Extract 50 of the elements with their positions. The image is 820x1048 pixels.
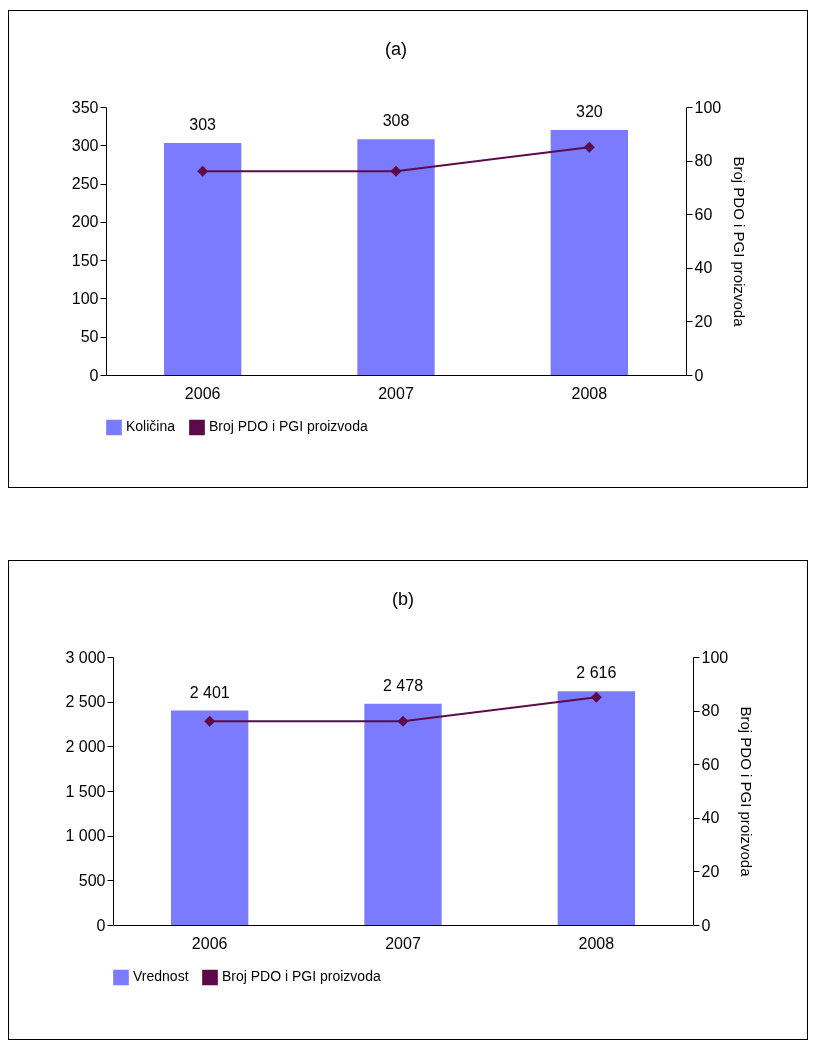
y2-tick-label: 20 — [701, 862, 719, 880]
legend-label: Broj PDO i PGI proizvoda — [208, 418, 368, 435]
chart-title: (b) — [391, 589, 414, 609]
x-tick-label: 2006 — [191, 934, 228, 952]
y2-tick-label: 40 — [694, 259, 712, 277]
x-tick-label: 2008 — [578, 934, 614, 952]
y-tick-label: 3 000 — [64, 648, 106, 666]
bar — [363, 703, 442, 925]
y-tick-label: 1 500 — [64, 782, 106, 800]
y2-tick-label: 60 — [694, 205, 712, 223]
y-tick-label: 200 — [71, 213, 99, 231]
chart-title: (a) — [384, 39, 407, 59]
y2-axis-title: Broj PDO i PGI proizvoda — [737, 706, 755, 878]
x-tick-label: 2007 — [377, 384, 414, 402]
y2-tick-label: 80 — [701, 702, 719, 720]
y-tick-label: 300 — [71, 136, 99, 154]
x-tick-label: 2007 — [384, 934, 421, 952]
y2-tick-label: 100 — [694, 98, 721, 116]
y2-tick-label: 20 — [694, 312, 712, 330]
y2-tick-label: 0 — [701, 916, 710, 934]
bar — [557, 691, 635, 925]
y-tick-label: 500 — [78, 871, 106, 889]
x-tick-label: 2006 — [184, 384, 221, 402]
y2-tick-label: 40 — [701, 809, 719, 827]
y-tick-label: 1 000 — [64, 827, 106, 845]
y-tick-label: 0 — [89, 366, 99, 384]
legend-label: Količina — [125, 418, 175, 435]
y-tick-label: 150 — [71, 251, 99, 269]
legend-label: Broj PDO i PGI proizvoda — [221, 968, 381, 985]
y-tick-label: 50 — [80, 328, 99, 346]
data-label: 2 401 — [189, 683, 230, 701]
legend-label: Vrednost — [132, 968, 189, 985]
y-tick-label: 350 — [71, 98, 99, 116]
x-tick-label: 2008 — [571, 384, 607, 402]
y-tick-label: 2 500 — [64, 693, 106, 711]
y2-tick-label: 100 — [701, 648, 728, 666]
bar — [170, 710, 248, 925]
data-label: 2 616 — [575, 664, 616, 682]
y2-axis-title: Broj PDO i PGI proizvoda — [730, 156, 748, 328]
data-label: 303 — [188, 115, 216, 133]
y-tick-label: 0 — [96, 916, 106, 934]
y2-tick-label: 80 — [694, 152, 712, 170]
y-tick-label: 250 — [71, 175, 99, 193]
y2-tick-label: 60 — [701, 755, 719, 773]
data-label: 320 — [575, 102, 603, 120]
data-label: 2 478 — [382, 676, 423, 694]
data-label: 308 — [382, 112, 409, 130]
y-tick-label: 100 — [71, 289, 99, 307]
y-tick-label: 2 000 — [64, 737, 106, 755]
y2-tick-label: 0 — [694, 366, 703, 384]
